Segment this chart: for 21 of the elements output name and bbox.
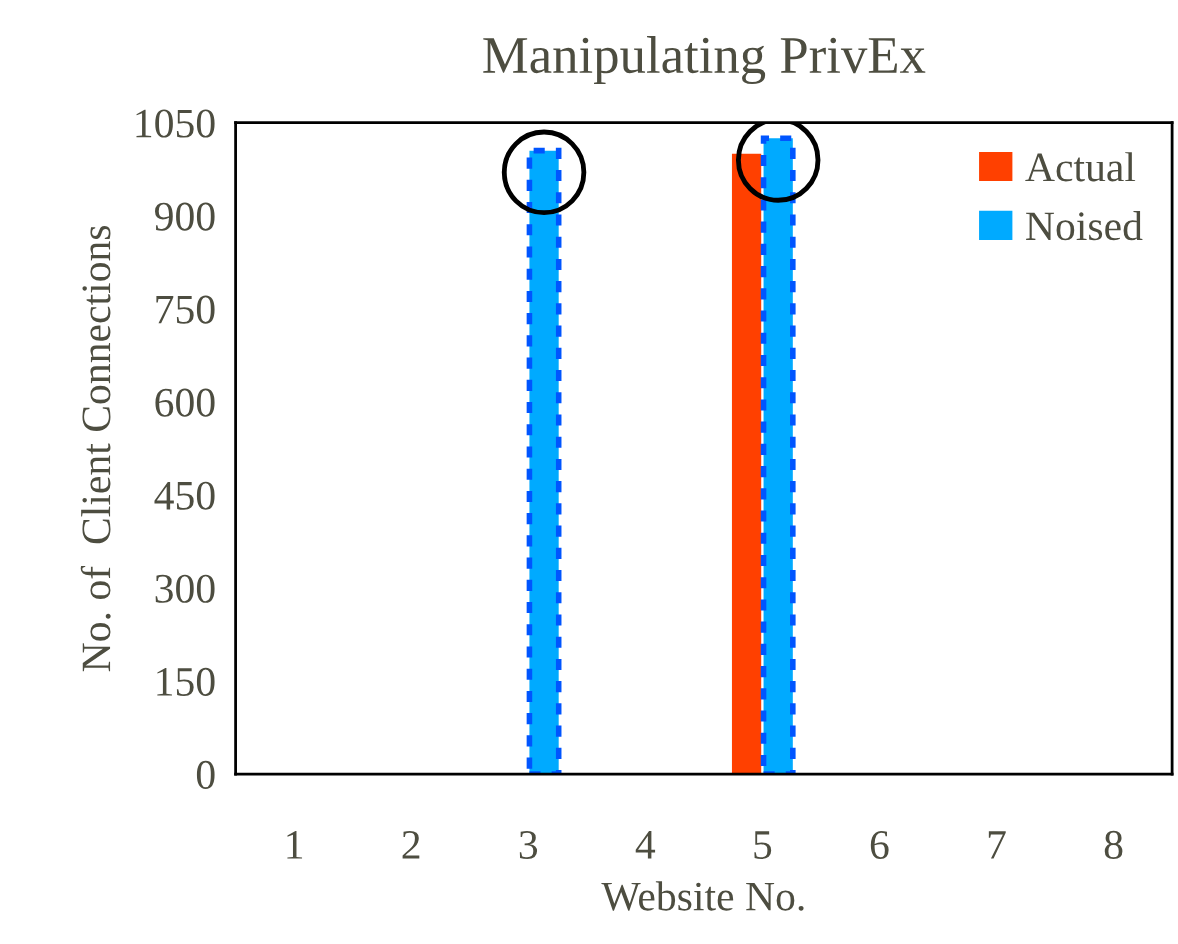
y-tick-label: 600 <box>155 388 215 417</box>
x-tick-label: 1 <box>287 831 303 859</box>
y-tick-label: 1050 <box>136 109 215 138</box>
legend-label: Noised <box>1026 211 1143 241</box>
x-tick-label: 7 <box>988 831 1006 859</box>
chart-title: Manipulating PrivEx <box>483 36 926 85</box>
y-tick-label: 900 <box>155 202 215 231</box>
x-tick-label: 6 <box>870 830 889 859</box>
y-axis-title: No. of Client Connections <box>80 225 111 672</box>
y-tick-label: 0 <box>196 760 215 789</box>
legend-label: Actual <box>1025 152 1136 182</box>
y-tick-label: 300 <box>155 574 215 603</box>
x-tick-label: 5 <box>754 831 772 859</box>
y-tick-label: 150 <box>157 667 215 696</box>
y-tick-label: 450 <box>154 481 215 510</box>
x-tick-label: 2 <box>402 830 420 859</box>
x-tick-label: 4 <box>635 831 656 859</box>
x-axis-title: Website No. <box>601 881 804 911</box>
x-tick-label: 8 <box>1104 830 1123 859</box>
y-tick-label: 750 <box>156 295 215 324</box>
x-tick-label: 3 <box>519 830 538 859</box>
